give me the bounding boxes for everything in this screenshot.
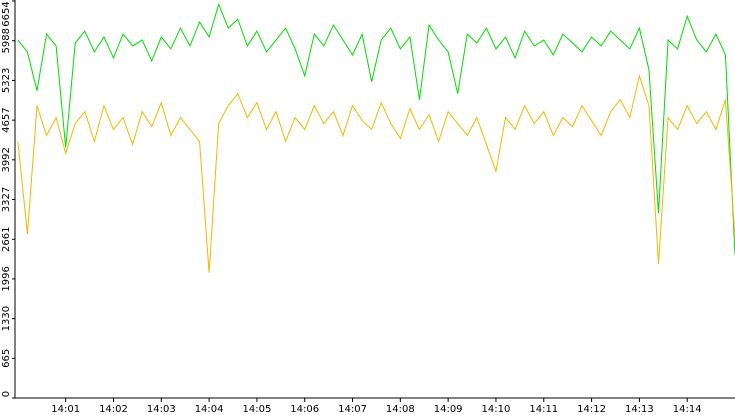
x-tick-label: 14:10 — [482, 404, 511, 415]
x-tick-label: 14:02 — [99, 404, 128, 415]
x-tick-label: 14:14 — [673, 404, 702, 415]
series-line — [17, 2, 735, 255]
y-tick-label: 5988 — [1, 28, 12, 53]
x-tick-label: 14:12 — [577, 404, 606, 415]
x-tick-label: 14:03 — [147, 404, 176, 415]
y-tick-label: 1996 — [1, 266, 12, 291]
y-tick-label: 0 — [1, 391, 12, 397]
y-tick-label: 3327 — [1, 187, 12, 212]
y-tick-label: 1330 — [1, 306, 12, 331]
y-tick-label: 6654 — [1, 1, 12, 26]
series-line — [17, 73, 735, 273]
y-tick-label: 2661 — [1, 227, 12, 252]
x-tick-label: 14:13 — [625, 404, 654, 415]
y-tick-label: 4657 — [1, 107, 12, 132]
x-tick-label: 14:07 — [338, 404, 367, 415]
x-tick-label: 14:08 — [386, 404, 415, 415]
y-tick-label: 5323 — [1, 68, 12, 93]
x-tick-label: 14:11 — [529, 404, 558, 415]
y-tick-label: 3992 — [1, 147, 12, 172]
x-tick-label: 14:06 — [290, 404, 319, 415]
x-tick-label: 14:09 — [434, 404, 463, 415]
x-tick-label: 14:04 — [195, 404, 224, 415]
x-tick-label: 14:05 — [242, 404, 271, 415]
y-tick-label: 665 — [1, 349, 12, 368]
x-tick-label: 14:01 — [51, 404, 80, 415]
